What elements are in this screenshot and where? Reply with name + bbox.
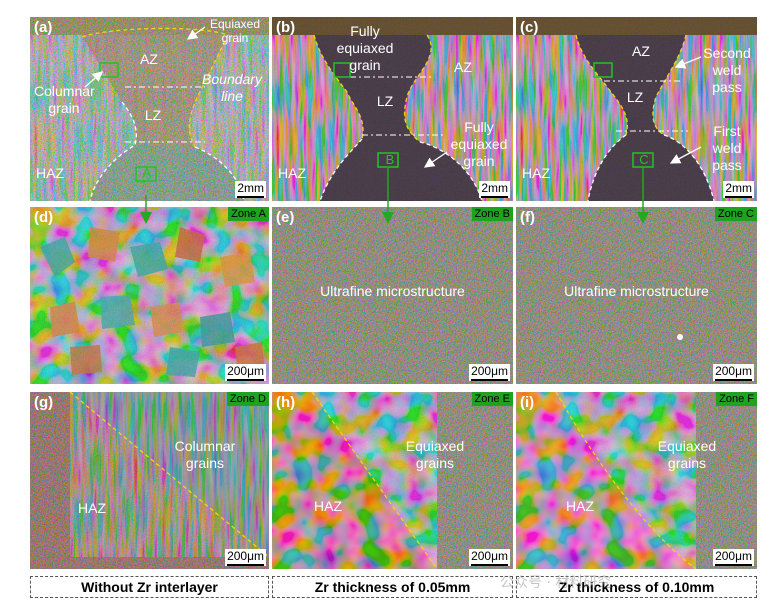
az-label-a: AZ bbox=[140, 51, 158, 67]
ultrafine-label-e: Ultrafine microstructure bbox=[320, 283, 465, 299]
panel-d: (d) Zone A 200μm bbox=[30, 207, 269, 384]
scale-bar-e: 200μm bbox=[469, 364, 510, 381]
scale-bar-b: 2mm bbox=[479, 181, 510, 198]
lz-label-b: LZ bbox=[376, 93, 394, 109]
boundary-line-label: Boundary line bbox=[202, 71, 262, 104]
panel-f: (f) Zone C Ultrafine microstructure 200μ… bbox=[516, 207, 757, 384]
scale-bar-h: 200μm bbox=[469, 549, 510, 566]
panel-h-image bbox=[272, 392, 513, 569]
panel-b-image bbox=[272, 17, 513, 201]
panel-g-label: (g) bbox=[34, 394, 54, 411]
scale-bar-d: 200μm bbox=[225, 364, 266, 381]
scale-bar-f: 200μm bbox=[713, 364, 754, 381]
panel-b-label: (b) bbox=[276, 19, 296, 36]
box-b-label: B bbox=[385, 152, 395, 167]
scale-bar-g: 200μm bbox=[225, 549, 266, 566]
caption-zr-005: Zr thickness of 0.05mm bbox=[272, 576, 513, 598]
panel-a: (a) Equiaxed grain AZ Columnar grain Bou… bbox=[30, 17, 269, 201]
panel-c-label: (c) bbox=[520, 19, 539, 36]
zone-c-badge: Zone C bbox=[714, 207, 757, 221]
zone-f-badge: Zone F bbox=[716, 392, 757, 406]
scale-bar-c: 2mm bbox=[723, 181, 754, 198]
lz-label-c: LZ bbox=[626, 89, 644, 105]
az-label-c: AZ bbox=[632, 43, 650, 59]
first-weld-pass-label: First weld pass bbox=[712, 123, 742, 173]
equiaxed-grains-label-h: Equiaxed grains bbox=[405, 438, 465, 471]
fully-equiaxed-top-label: Fully equiaxed grain bbox=[336, 23, 394, 73]
panel-e-image bbox=[272, 207, 513, 384]
panel-e: (e) Zone B Ultrafine microstructure 200μ… bbox=[272, 207, 513, 384]
scale-bar-i: 200μm bbox=[713, 549, 754, 566]
zone-a-badge: Zone A bbox=[228, 207, 269, 221]
zone-b-badge: Zone B bbox=[471, 207, 513, 221]
ultrafine-label-f: Ultrafine microstructure bbox=[564, 283, 709, 299]
haz-label-a: HAZ bbox=[36, 165, 64, 181]
az-label-b: AZ bbox=[454, 59, 472, 75]
panel-a-label: (a) bbox=[34, 19, 53, 36]
panel-i: (i) Zone F Equiaxed grains HAZ 200μm bbox=[516, 392, 757, 569]
panel-h: (h) Zone E Equiaxed grains HAZ 200μm bbox=[272, 392, 513, 569]
panel-b: (b) Fully equiaxed grain AZ LZ Fully equ… bbox=[272, 17, 513, 201]
panel-d-image bbox=[30, 207, 269, 384]
watermark: 公众号 · 材料研究 bbox=[500, 575, 612, 591]
box-a-label: A bbox=[142, 165, 152, 180]
haz-label-i: HAZ bbox=[566, 498, 594, 514]
lz-label-a: LZ bbox=[144, 107, 162, 123]
zone-d-badge: Zone D bbox=[226, 392, 269, 406]
equiaxed-grain-label: Equiaxed grain bbox=[209, 17, 261, 45]
haz-label-h: HAZ bbox=[314, 498, 342, 514]
zone-e-badge: Zone E bbox=[471, 392, 513, 406]
columnar-grain-label: Columnar grain bbox=[34, 83, 95, 116]
panel-a-image bbox=[30, 17, 269, 201]
caption-zr-010: Zr thickness of 0.10mm bbox=[516, 576, 757, 598]
columnar-grains-label: Columnar grains bbox=[174, 438, 236, 471]
panel-i-label: (i) bbox=[520, 394, 535, 411]
panel-g-image bbox=[30, 392, 269, 569]
scale-bar-a: 2mm bbox=[235, 181, 266, 198]
haz-label-g: HAZ bbox=[78, 500, 106, 516]
equiaxed-grains-label-i: Equiaxed grains bbox=[657, 438, 717, 471]
haz-label-c: HAZ bbox=[522, 165, 550, 181]
panel-e-label: (e) bbox=[276, 209, 295, 226]
panel-f-label: (f) bbox=[520, 209, 535, 226]
panel-d-label: (d) bbox=[34, 209, 54, 226]
second-weld-pass-label: Second weld pass bbox=[703, 45, 751, 95]
panel-i-image bbox=[516, 392, 757, 569]
box-c-label: C bbox=[639, 152, 649, 167]
panel-g: (g) Zone D Columnar grains HAZ 200μm bbox=[30, 392, 269, 569]
fully-equiaxed-bottom-label: Fully equiaxed grain bbox=[450, 119, 508, 169]
panel-c-image bbox=[516, 17, 757, 201]
panel-h-label: (h) bbox=[276, 394, 296, 411]
caption-without-zr: Without Zr interlayer bbox=[30, 576, 269, 598]
panel-f-image bbox=[516, 207, 757, 384]
panel-c: (c) AZ Second weld pass LZ First weld pa… bbox=[516, 17, 757, 201]
haz-label-b: HAZ bbox=[278, 165, 306, 181]
